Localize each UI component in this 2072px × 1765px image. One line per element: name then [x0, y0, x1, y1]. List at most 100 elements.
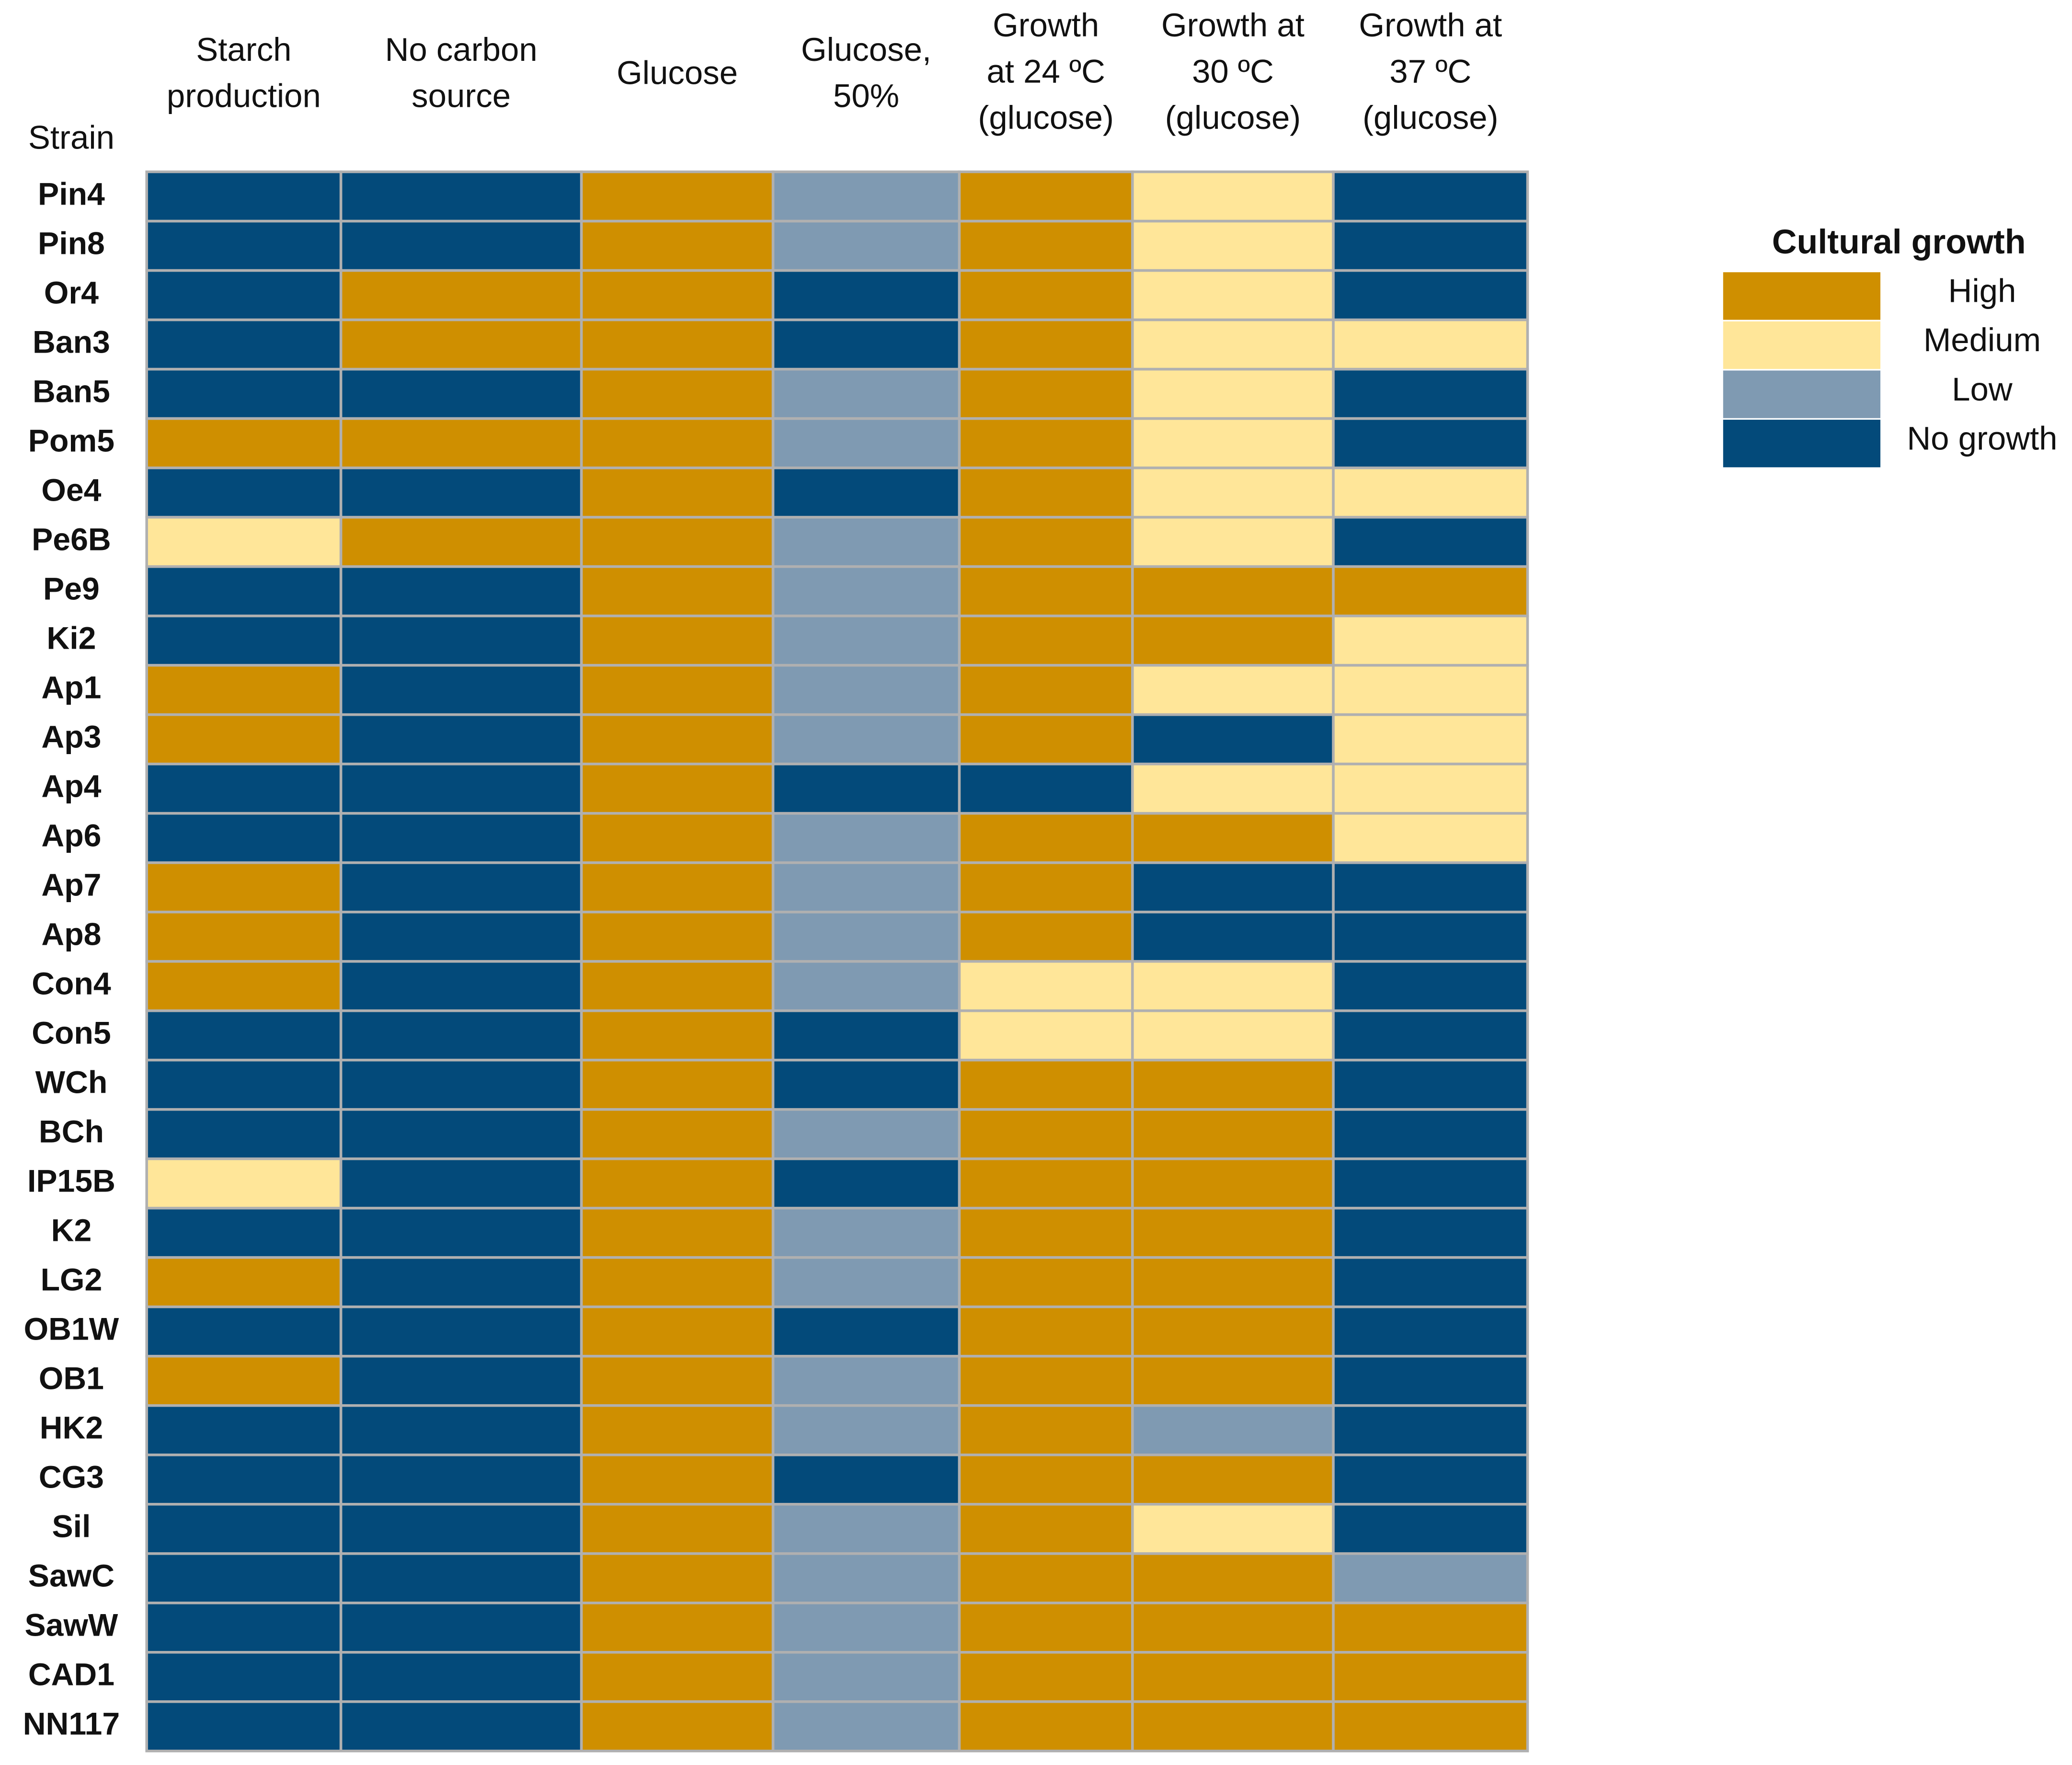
cell: [145, 1700, 343, 1753]
cell: [958, 713, 1134, 766]
cell: [1131, 614, 1335, 667]
cell: [1332, 861, 1529, 914]
cell: [958, 565, 1134, 618]
cell: [1332, 664, 1529, 716]
cell: [339, 1354, 583, 1407]
cell: [1332, 367, 1529, 420]
cell: [1332, 960, 1529, 1012]
cell: [771, 269, 961, 321]
cell: [145, 170, 343, 223]
row-label: Con5: [32, 1016, 111, 1051]
cell: [958, 812, 1134, 864]
cell: [339, 1650, 583, 1703]
cell: [958, 516, 1134, 568]
cell: [339, 1256, 583, 1308]
row-label: LG2: [41, 1262, 103, 1298]
cell: [1332, 565, 1529, 618]
cell: [580, 664, 775, 716]
column-header: (glucose): [1362, 99, 1499, 136]
cell: [1332, 269, 1529, 321]
cell: [771, 1502, 961, 1555]
cell: [145, 1305, 343, 1358]
cell: [145, 1206, 343, 1259]
cell: [339, 812, 583, 864]
cell: [958, 1009, 1134, 1062]
row-label: Pin8: [38, 226, 105, 262]
cell: [145, 219, 343, 272]
cell: [145, 466, 343, 519]
cell: [958, 614, 1134, 667]
cell: [1131, 1453, 1335, 1506]
cell: [1131, 367, 1335, 420]
cell: [145, 960, 343, 1012]
cell: [958, 1552, 1134, 1605]
cell: [145, 1404, 343, 1456]
row-label: Ap3: [41, 720, 101, 755]
cell: [145, 318, 343, 371]
cell: [1131, 1108, 1335, 1160]
cell: [1332, 1354, 1529, 1407]
cell: [771, 1552, 961, 1605]
cell: [339, 1058, 583, 1111]
cell: [1131, 713, 1335, 766]
cell: [1332, 762, 1529, 815]
cell: [580, 565, 775, 618]
column-header: 37 ºC: [1389, 53, 1471, 90]
cell: [1131, 1404, 1335, 1456]
row-label: HK2: [40, 1410, 103, 1446]
cell: [1131, 269, 1335, 321]
column-header: No carbon: [385, 31, 538, 68]
cell: [1332, 614, 1529, 667]
cell: [580, 1256, 775, 1308]
cell: [580, 960, 775, 1012]
cell: [958, 1256, 1134, 1308]
cell: [339, 1108, 583, 1160]
cell: [1131, 1354, 1335, 1407]
cell: [339, 1700, 583, 1753]
cell: [771, 1305, 961, 1358]
cell: [771, 1108, 961, 1160]
cell: [339, 1502, 583, 1555]
cell: [145, 614, 343, 667]
cell: [580, 219, 775, 272]
row-label: Ap7: [41, 868, 101, 903]
cell: [1332, 1256, 1529, 1308]
cell: [580, 1108, 775, 1160]
cell: [339, 713, 583, 766]
cell: [145, 713, 343, 766]
column-header: Growth at: [1359, 7, 1502, 44]
cell: [580, 910, 775, 963]
cell: [1332, 812, 1529, 864]
legend-swatch: [1723, 321, 1881, 369]
cell: [1131, 565, 1335, 618]
cell: [1131, 466, 1335, 519]
cell: [145, 1256, 343, 1308]
row-label: Ap6: [41, 818, 101, 854]
cell: [1332, 1601, 1529, 1654]
row-label: Ap4: [41, 769, 101, 804]
legend-label: High: [1948, 273, 2016, 309]
cell: [339, 910, 583, 963]
cell: [145, 812, 343, 864]
row-label: K2: [51, 1213, 92, 1249]
cell: [771, 318, 961, 371]
cell: [145, 1601, 343, 1654]
column-header: 30 ºC: [1192, 53, 1274, 90]
cell: [1131, 812, 1335, 864]
cell: [1332, 1502, 1529, 1555]
row-label: CG3: [39, 1460, 104, 1495]
legend-label: Low: [1952, 371, 2013, 408]
cell: [1332, 1009, 1529, 1062]
cell: [145, 1058, 343, 1111]
cell: [1332, 1206, 1529, 1259]
row-label: Pin4: [38, 177, 105, 212]
cell: [1131, 1700, 1335, 1753]
row-label: Ap8: [41, 917, 101, 952]
row-label: Ban5: [33, 374, 110, 410]
cell: [958, 664, 1134, 716]
row-label: Ban3: [33, 325, 110, 360]
cell: [339, 960, 583, 1012]
cell: [339, 170, 583, 223]
cell: [771, 219, 961, 272]
cell: [580, 269, 775, 321]
